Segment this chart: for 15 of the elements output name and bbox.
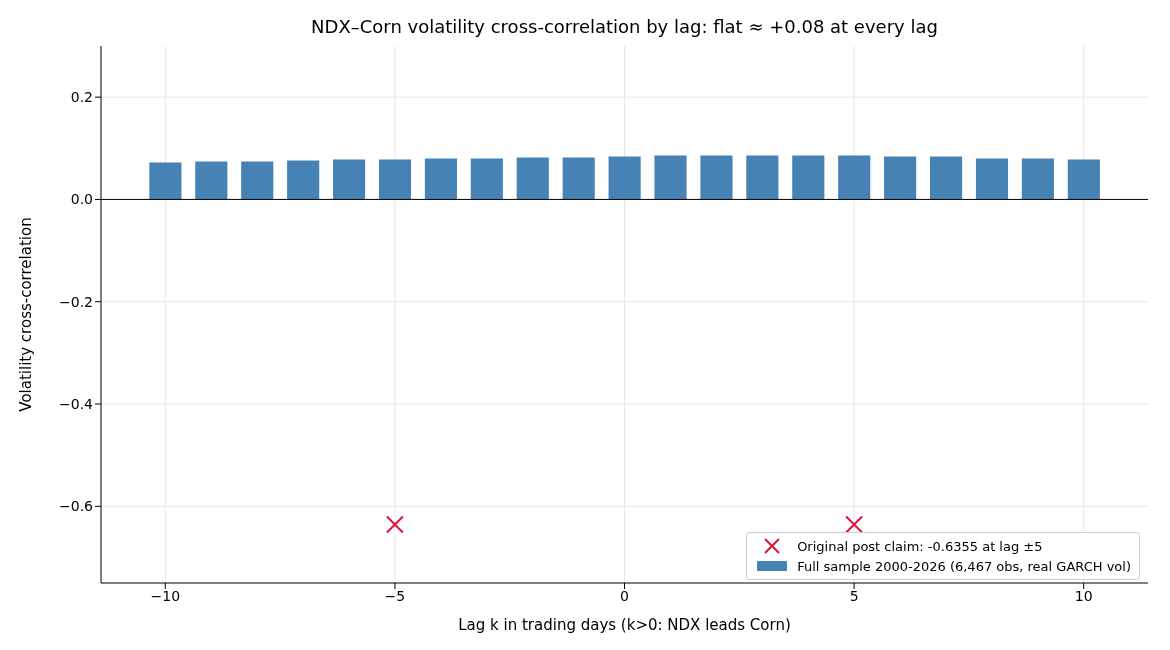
x-axis-title: Lag k in trading days (k>0: NDX leads Corn) <box>458 616 791 634</box>
legend-label: Full sample 2000-2026 (6,467 obs, real GARCH vol) <box>797 558 1131 574</box>
x-tick-label: −10 <box>150 587 181 604</box>
y-tick-label: 0.0 <box>70 191 93 208</box>
x-tick-label: 5 <box>849 587 859 604</box>
y-tick-label: −0.4 <box>59 395 94 412</box>
x-tick-label: 10 <box>1074 587 1093 604</box>
legend-label: Original post claim: -0.6355 at lag ±5 <box>797 538 1043 554</box>
x-tick-label: −5 <box>384 587 406 604</box>
x-tick-label: 0 <box>620 587 629 604</box>
y-tick-label: −0.6 <box>59 498 94 515</box>
y-tick-label: 0.2 <box>70 89 93 106</box>
y-axis-title: Volatility cross-correlation <box>17 217 36 412</box>
chart-title: NDX–Corn volatility cross-correlation by lag: flat ≈ +0.08 at every lag <box>310 16 939 37</box>
y-tick-label: −0.2 <box>59 293 93 310</box>
